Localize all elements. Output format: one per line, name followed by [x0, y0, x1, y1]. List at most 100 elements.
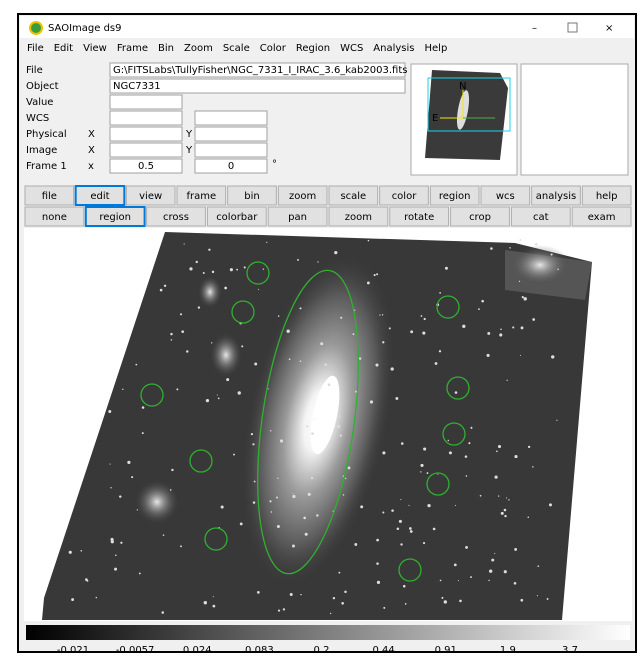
star [376, 538, 379, 542]
button[interactable] [74, 185, 126, 206]
button[interactable] [450, 206, 510, 227]
button-label[interactable]: zoom [289, 191, 316, 202]
button[interactable] [480, 185, 531, 206]
button-label[interactable]: none [42, 212, 67, 223]
star [141, 406, 145, 409]
star [220, 505, 224, 509]
colorbar-label: -0.021 [57, 645, 89, 656]
button-label[interactable]: scale [340, 191, 366, 202]
star [110, 487, 112, 489]
menu-item[interactable]: Region [296, 43, 330, 54]
text-field [109, 78, 406, 94]
button-label[interactable]: analysis [536, 191, 577, 202]
menu-item[interactable]: Color [260, 43, 287, 54]
button[interactable] [227, 185, 277, 206]
button-label[interactable]: cat [533, 212, 549, 223]
button-label[interactable]: crop [469, 212, 491, 223]
star [347, 466, 351, 470]
star [468, 442, 471, 445]
button-label[interactable]: wcs [496, 191, 515, 202]
star [470, 426, 473, 429]
button-label[interactable]: exam [588, 212, 616, 223]
button-label[interactable]: region [439, 191, 471, 202]
star [527, 445, 531, 449]
star [211, 342, 213, 344]
star [487, 331, 491, 335]
star [217, 397, 220, 400]
star [205, 399, 210, 403]
button-label[interactable]: file [42, 191, 57, 202]
star [292, 492, 294, 494]
button[interactable] [328, 206, 389, 227]
button-label[interactable]: frame [187, 191, 217, 202]
menu-item[interactable]: File [27, 43, 44, 54]
button[interactable] [125, 185, 176, 206]
star [252, 501, 256, 504]
star [391, 509, 394, 512]
button-label[interactable]: edit [90, 191, 109, 202]
star [320, 342, 324, 346]
text-field [109, 110, 183, 126]
button[interactable] [206, 206, 267, 227]
button-label[interactable]: region [99, 212, 131, 223]
star [136, 509, 138, 511]
button[interactable] [267, 206, 328, 227]
star [496, 450, 498, 453]
button-label[interactable]: pan [288, 212, 307, 223]
star [203, 601, 207, 605]
menu-item[interactable]: Edit [54, 43, 73, 54]
menu-item[interactable]: View [83, 43, 107, 54]
star [297, 258, 299, 261]
star [276, 524, 280, 529]
button-label[interactable]: bin [244, 191, 259, 202]
maximize[interactable] [567, 22, 578, 33]
star [344, 477, 347, 480]
menu-item[interactable]: Help [425, 43, 448, 54]
button[interactable] [531, 185, 581, 206]
star [509, 247, 511, 249]
menu-item[interactable]: Bin [158, 43, 174, 54]
button-label[interactable]: colorbar [216, 212, 258, 223]
button[interactable] [24, 206, 85, 227]
star [162, 534, 165, 536]
star [453, 563, 457, 567]
star [262, 268, 265, 270]
button-label[interactable]: help [596, 191, 618, 202]
menu-item[interactable]: Frame [117, 43, 148, 54]
colorbar-label: 0.083 [245, 645, 274, 656]
star [327, 383, 331, 387]
star [488, 579, 490, 582]
star [444, 266, 448, 270]
button[interactable] [571, 206, 632, 227]
button-label[interactable]: rotate [404, 212, 434, 223]
button[interactable] [510, 206, 571, 227]
button-label[interactable]: view [139, 191, 162, 202]
button[interactable] [389, 206, 450, 227]
star [355, 390, 358, 393]
button[interactable] [277, 185, 328, 206]
button[interactable] [581, 185, 632, 206]
button-label[interactable]: zoom [345, 212, 372, 223]
button[interactable] [176, 185, 227, 206]
button[interactable] [24, 185, 75, 206]
button-label[interactable]: color [392, 191, 418, 202]
menu-item[interactable]: Zoom [184, 43, 213, 54]
button[interactable] [146, 206, 206, 227]
menu-item[interactable]: Scale [223, 43, 250, 54]
star [339, 434, 342, 437]
close[interactable]: × [605, 23, 613, 34]
star [68, 550, 72, 554]
menu-item[interactable]: WCS [340, 43, 363, 54]
button[interactable] [379, 185, 429, 206]
field-label: WCS [26, 113, 49, 124]
menu-item[interactable]: Analysis [373, 43, 414, 54]
button[interactable] [84, 206, 146, 227]
button[interactable] [328, 185, 379, 206]
button[interactable] [429, 185, 480, 206]
minimize[interactable]: – [532, 23, 537, 34]
button-label[interactable]: cross [163, 212, 189, 223]
star [189, 267, 193, 271]
star [388, 327, 391, 330]
star [80, 550, 83, 552]
